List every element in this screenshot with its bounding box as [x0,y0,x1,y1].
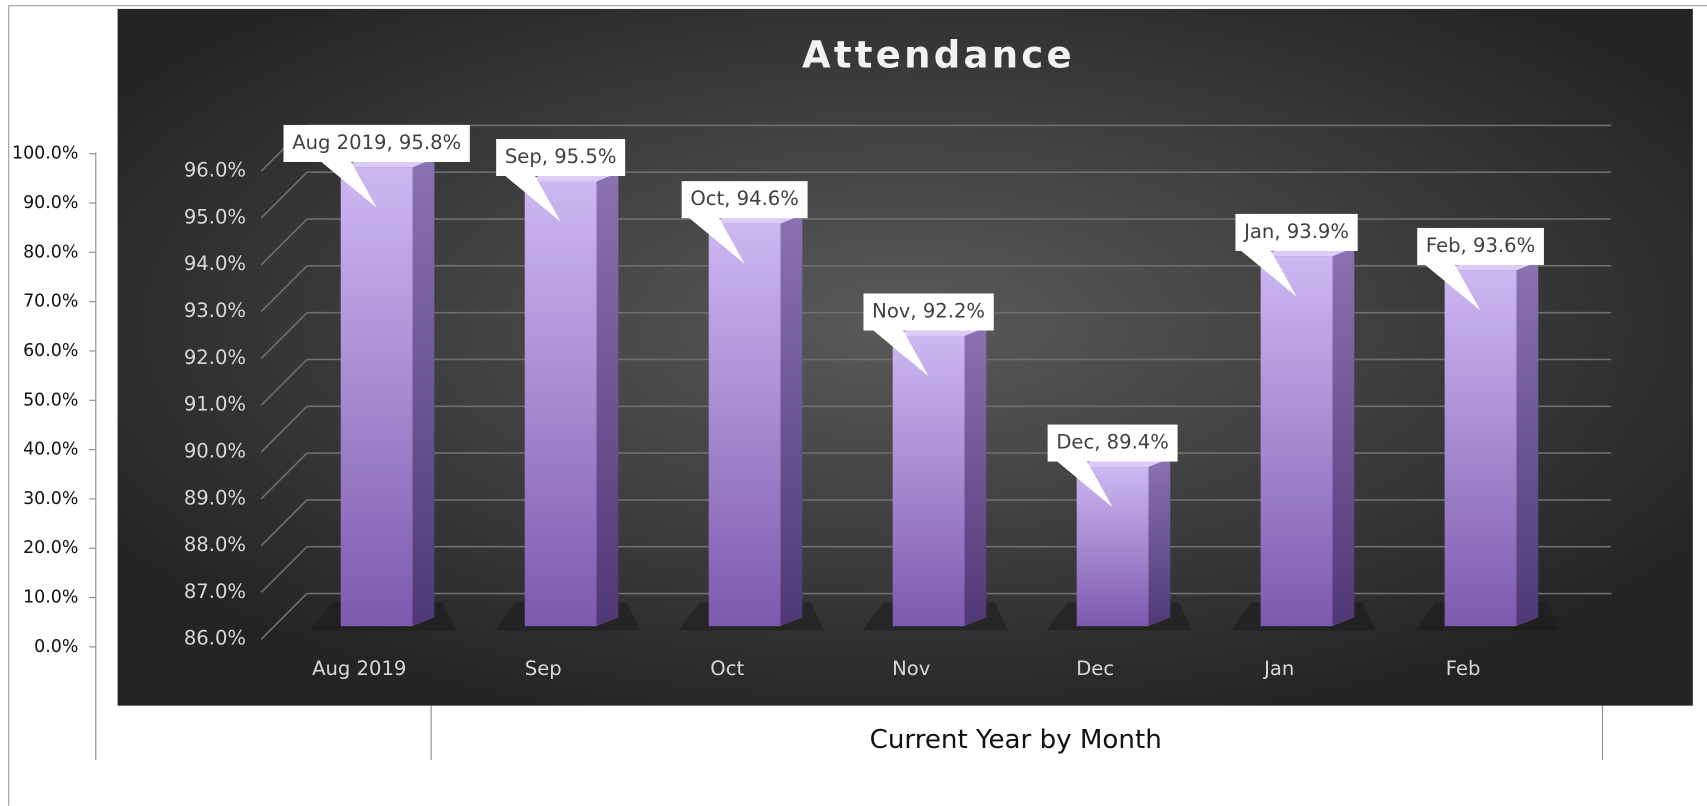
grid-diagonal [260,265,308,313]
data-label-box [863,293,994,331]
grid-diagonal [260,452,308,500]
data-label-box [496,139,626,177]
y2-tick-label: 60.0% [23,341,78,361]
y2-tick-label: 40.0% [23,440,78,460]
y-tick-label: 86.0% [184,627,246,650]
data-label: Oct, 94.6% [690,187,799,210]
data-label: Jan, 93.9% [1242,220,1349,243]
data-label: Sep, 95.5% [505,145,617,168]
bar-side [1148,458,1171,627]
bar-side [596,172,619,627]
grid-diagonal [260,171,308,219]
bar [708,223,781,627]
data-label: Aug 2019, 95.8% [292,131,461,154]
grid-diagonal [260,546,308,594]
y-tick-label: 90.0% [184,439,246,462]
x-axis-title: Current Year by Month [870,725,1162,755]
grid-diagonal [260,358,308,406]
y-tick-label: 88.0% [184,533,246,556]
y2-tick-label: 70.0% [23,292,78,312]
data-label-pointer [1239,249,1297,297]
data-label-pointer [1423,263,1481,311]
data-label: Nov, 92.2% [872,299,985,322]
grid-diagonal [260,592,308,640]
y2-tick-label: 30.0% [23,489,78,509]
data-label-box [1417,227,1544,265]
x-tick-label: Sep [525,657,562,680]
grid-diagonal [260,499,308,547]
chart-title: Attendance [802,33,1075,76]
bar [892,335,965,627]
data-label: Feb, 93.6% [1426,234,1535,257]
data-label-box [1235,213,1358,251]
bar [1444,270,1517,627]
data-label-box [283,124,470,162]
y-tick-label: 95.0% [184,205,246,228]
y2-tick-label: 50.0% [23,390,78,410]
y2-tick-label: 100.0% [12,144,78,164]
bar [524,181,597,627]
x-tick-label: Oct [710,657,744,680]
x-tick-label: Feb [1446,657,1481,680]
y-tick-label: 92.0% [184,346,246,369]
data-label-box [681,181,808,219]
y2-tick-label: 0.0% [34,637,78,657]
bar-side [780,214,803,627]
y-tick-label: 93.0% [184,299,246,322]
y-tick-label: 96.0% [184,159,246,182]
data-label: Dec, 89.4% [1056,431,1169,454]
x-tick-label: Aug 2019 [312,657,406,680]
x-tick-label: Jan [1262,657,1294,680]
grid-diagonal [260,218,308,266]
y-tick-label: 89.0% [184,486,246,509]
y2-tick-label: 10.0% [23,588,78,608]
bar-side [1332,247,1355,627]
y-tick-label: 87.0% [184,580,246,603]
data-label-pointer [872,329,929,377]
data-label-box [1047,424,1178,462]
x-tick-label: Dec [1076,657,1114,680]
y-tick-label: 94.0% [184,252,246,275]
grid-diagonal [260,312,308,359]
y2-tick-label: 20.0% [23,538,78,558]
data-label-pointer [1055,460,1113,508]
bar [1260,256,1333,627]
bar-side [1516,261,1539,627]
y2-tick-label: 90.0% [23,193,78,213]
bar-side [412,158,435,627]
y-tick-label: 91.0% [184,393,246,416]
y2-tick-label: 80.0% [23,242,78,262]
bar [1076,467,1149,627]
x-tick-label: Nov [892,657,930,680]
bar [340,167,413,627]
grid-diagonal [260,405,308,453]
bar-side [964,327,987,627]
